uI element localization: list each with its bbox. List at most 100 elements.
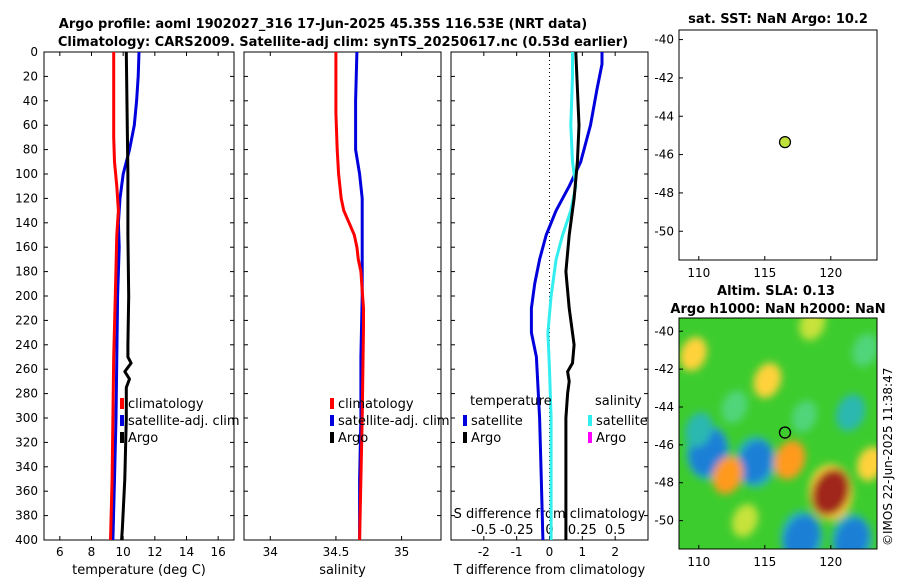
sla-negative-anomaly <box>834 518 870 549</box>
sla-heatmap-features <box>680 318 877 549</box>
temp-legend-argo-label: Argo <box>128 431 158 446</box>
sla-map-title-line2: Argo h1000: NaN h2000: NaN <box>670 302 885 317</box>
diff-legend-temp-argo-label: Argo <box>471 431 501 446</box>
depth-tick-label: 240 <box>15 338 38 352</box>
depth-tick-label: 300 <box>15 411 38 425</box>
depth-tick-label: 120 <box>15 191 38 205</box>
sla_map-ytick-label: -48 <box>654 476 674 490</box>
depth-tick-label: 80 <box>23 143 38 157</box>
sla_map-frame <box>678 317 878 550</box>
sla-negative-anomaly <box>835 394 866 432</box>
temperature-xtick-label: 10 <box>116 545 131 559</box>
sst_map-frame <box>678 29 878 261</box>
diff-legend-sal-argo-label: Argo <box>596 431 626 446</box>
sla-positive-anomaly <box>799 318 826 341</box>
sst-map-background <box>679 30 877 260</box>
sla_map-xtick-label: 120 <box>819 555 842 569</box>
depth-tick-label: 400 <box>15 533 38 547</box>
depth-tick-label: 360 <box>15 484 38 498</box>
salinity-diff-tick-label: 0 <box>545 523 553 538</box>
salinity-diff-tick-label: 0.25 <box>568 523 597 538</box>
depth-tick-label: 180 <box>15 265 38 279</box>
sst-map-title: sat. SST: NaN Argo: 10.2 <box>688 12 868 27</box>
difference-xtick-label: 0 <box>546 545 554 559</box>
temp-climatology-line <box>109 52 120 541</box>
diff-legend-temp-satellite-label: satellite <box>471 414 523 429</box>
sla-positive-anomaly <box>811 468 850 516</box>
difference-xtick-label: -1 <box>511 545 523 559</box>
sla-positive-anomaly <box>774 440 806 480</box>
sla-positive-anomaly <box>731 504 759 538</box>
temperature-xlabel: temperature (deg C) <box>72 563 206 578</box>
sal-legend-satellite-label: satellite-adj. clim <box>338 414 450 429</box>
temp-legend-satellite-label: satellite-adj. clim <box>128 414 240 429</box>
depth-tick-label: 160 <box>15 240 38 254</box>
temperature-panel: 6 8 10 12 14 16020406080100120140160180200220… <box>15 45 240 578</box>
sst_map-ytick-label: -50 <box>654 224 674 238</box>
depth-tick-label: 20 <box>23 69 38 83</box>
diff-legend-temperature-title: temperature <box>470 394 552 409</box>
sst_map-ytick-label: -42 <box>654 71 674 85</box>
depth-tick-label: 60 <box>23 118 38 132</box>
sla_map-ytick-label: -50 <box>654 514 674 528</box>
temperature-xtick-label: 14 <box>179 545 194 559</box>
depth-tick-label: 200 <box>15 289 38 303</box>
diff-salinity-satellite-line <box>546 52 578 540</box>
salinity-xtick-label: 34 <box>263 545 278 559</box>
diff-temp-argo-line <box>564 51 581 540</box>
sla_map-ytick-label: -42 <box>654 362 674 376</box>
sal-legend-argo-label: Argo <box>338 431 368 446</box>
sla_map-xtick-label: 115 <box>753 555 776 569</box>
depth-tick-label: 40 <box>23 94 38 108</box>
salinity-xlabel: salinity <box>319 563 366 578</box>
depth-tick-label: 260 <box>15 362 38 376</box>
sst_map-xtick-label: 120 <box>819 266 842 280</box>
sla-negative-anomaly <box>852 333 877 367</box>
depth-tick-label: 280 <box>15 387 38 401</box>
sst_map-ytick-label: -46 <box>654 148 674 162</box>
difference-xlabel: T difference from climatology <box>453 563 646 578</box>
sla_map-ytick-label: -40 <box>654 324 674 338</box>
depth-tick-label: 320 <box>15 435 38 449</box>
diff-temp-satellite-line <box>529 52 604 541</box>
sla-map-title-line1: Altim. SLA: 0.13 <box>717 284 835 299</box>
sla_map-xtick-label: 110 <box>687 555 710 569</box>
depth-tick-label: 340 <box>15 460 38 474</box>
figure-title-line2: Climatology: CARS2009. Satellite-adj cli… <box>58 35 628 50</box>
sla-negative-anomaly <box>721 390 748 424</box>
sst_map-ytick-label: -40 <box>654 33 674 47</box>
sla-positive-anomaly <box>753 362 782 398</box>
sla-negative-anomaly <box>791 400 818 433</box>
sst_map-xtick-label: 115 <box>753 266 776 280</box>
difference-xtick-label: 1 <box>579 545 587 559</box>
salinity-diff-tick-label: 0.5 <box>605 523 626 538</box>
sla-positive-anomaly <box>712 456 743 495</box>
sla-heatmap-layer <box>679 318 877 549</box>
temperature-xtick-label: 16 <box>211 545 226 559</box>
sst_map-ytick-label: -48 <box>654 186 674 200</box>
sla-argo-position-marker <box>778 426 792 439</box>
temp-argo-line <box>120 51 133 541</box>
depth-tick-label: 100 <box>15 167 38 181</box>
sla_map-ytick-label: -44 <box>654 400 674 414</box>
salinity-plot-frame <box>243 51 442 541</box>
sst_map-ytick-label: -44 <box>654 109 674 123</box>
difference-xtick-label: -2 <box>478 545 490 559</box>
difference-xtick-label: 2 <box>611 545 619 559</box>
temperature-xtick-label: 12 <box>147 545 162 559</box>
diff-legend-sal-satellite-label: satellite <box>596 414 648 429</box>
diff-legend-salinity-title: salinity <box>595 394 642 409</box>
imos-timestamp-label: ©IMOS 22-Jun-2025 11:38:47 <box>881 368 895 546</box>
salinity-diff-tick-label: -0.25 <box>500 523 534 538</box>
sla-negative-anomaly <box>738 440 773 484</box>
temperature-xtick-label: 8 <box>88 545 96 559</box>
figure-title-line1: Argo profile: aoml 1902027_316 17-Jun-20… <box>59 17 587 32</box>
sst_map-xtick-label: 110 <box>687 266 710 280</box>
depth-tick-label: 220 <box>15 313 38 327</box>
sla-positive-anomaly <box>856 446 877 481</box>
sst-map-panel: sat. SST: NaN Argo: 10.2 110 115 120 -40 -42 -… <box>654 12 878 280</box>
salinity-panel: 34 34.5 35 salinity climatology satellite-adj… <box>243 51 450 578</box>
sal-climatology-line <box>334 52 365 541</box>
